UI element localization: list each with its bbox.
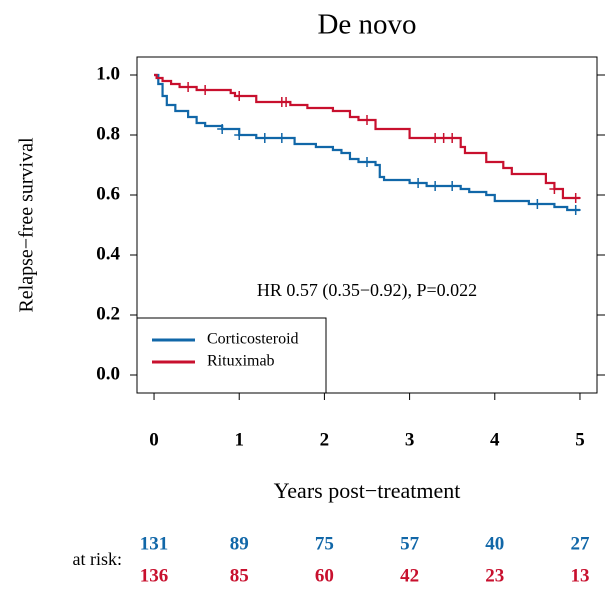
at-risk-count: 23	[485, 565, 504, 586]
at-risk-count: 57	[400, 533, 420, 554]
y-tick-label: 0.4	[96, 243, 120, 264]
censor-mark	[234, 91, 245, 101]
x-tick-label: 0	[149, 429, 159, 450]
x-tick-label: 1	[234, 429, 244, 450]
at-risk-count: 89	[230, 533, 249, 554]
y-tick-label: 0.8	[96, 123, 120, 144]
x-tick-label: 3	[405, 429, 415, 450]
censor-mark	[430, 133, 441, 143]
legend-label: Corticosteroid	[207, 331, 299, 348]
censor-mark	[200, 85, 211, 95]
x-tick-label: 2	[320, 429, 330, 450]
censor-mark	[549, 184, 560, 194]
censor-mark	[570, 193, 581, 203]
y-tick-label: 0.6	[96, 183, 120, 204]
at-risk-count: 13	[570, 565, 589, 586]
x-tick-label: 4	[490, 429, 500, 450]
legend-label: Rituximab	[207, 353, 275, 370]
at-risk-count: 85	[230, 565, 249, 586]
y-axis-label: Relapse−free survival	[16, 137, 38, 313]
censor-mark	[447, 181, 458, 191]
survival-curve	[154, 73, 580, 200]
at-risk-count: 60	[315, 565, 334, 586]
censor-mark	[447, 133, 458, 143]
censor-mark	[362, 115, 372, 125]
x-axis-label: Years post−treatment	[274, 478, 461, 503]
censor-mark	[413, 178, 424, 188]
legend-box	[136, 317, 327, 394]
censor-mark	[183, 82, 194, 92]
at-risk-count: 40	[485, 533, 504, 554]
plot-frame	[136, 56, 598, 394]
censor-mark	[276, 133, 287, 143]
at-risk-count: 27	[570, 533, 590, 554]
censor-mark	[234, 130, 245, 140]
censor-mark	[362, 157, 372, 167]
censor-mark	[532, 199, 543, 209]
y-tick-label: 1.0	[96, 63, 120, 84]
survival-curve	[154, 73, 580, 212]
censor-mark	[259, 133, 270, 143]
censor-mark	[570, 205, 581, 215]
at-risk-count: 75	[315, 533, 334, 554]
at-risk-count: 131	[140, 533, 169, 554]
censor-mark	[430, 181, 441, 191]
censor-mark	[217, 124, 228, 134]
at-risk-label: at risk:	[73, 549, 123, 569]
at-risk-count: 42	[400, 565, 419, 586]
y-tick-label: 0.2	[96, 303, 120, 324]
censor-mark	[438, 133, 449, 143]
at-risk-count: 136	[140, 565, 169, 586]
x-tick-label: 5	[575, 429, 585, 450]
chart-title: De novo	[317, 9, 416, 41]
censor-mark	[281, 97, 292, 107]
y-tick-label: 0.0	[96, 363, 120, 384]
annotation: HR 0.57 (0.35−0.92), P=0.022	[257, 280, 477, 301]
